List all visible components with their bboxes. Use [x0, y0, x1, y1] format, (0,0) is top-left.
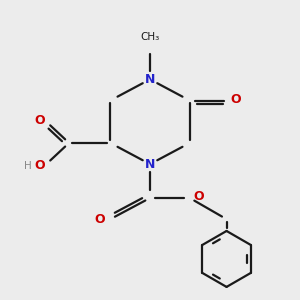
Text: O: O — [193, 190, 204, 203]
Text: O: O — [231, 93, 241, 106]
Text: N: N — [145, 158, 155, 171]
Text: O: O — [94, 213, 105, 226]
Text: N: N — [145, 73, 155, 86]
Text: O: O — [34, 159, 45, 172]
Text: H: H — [25, 160, 32, 171]
Text: CH₃: CH₃ — [140, 32, 160, 42]
Text: O: O — [34, 114, 45, 127]
